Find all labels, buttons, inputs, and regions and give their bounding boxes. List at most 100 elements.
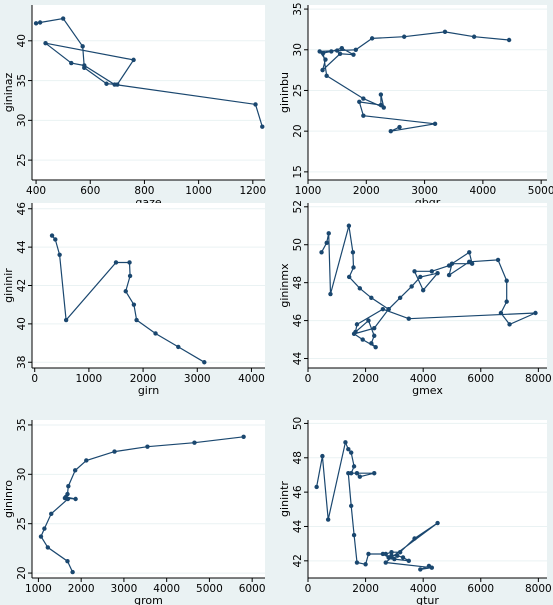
y-tick-label: 25: [292, 84, 304, 97]
y-tick-label: 20: [16, 566, 28, 579]
data-point: [388, 128, 393, 134]
data-point: [70, 569, 75, 575]
data-point: [337, 51, 343, 57]
data-point: [320, 67, 325, 73]
data-point: [389, 555, 394, 560]
x-tick-label: 0: [305, 583, 312, 595]
chart-panel: 1000 2000 3000 4000 50001520253035gbgrgininb…: [278, 2, 553, 209]
y-tick-label: 30: [16, 114, 28, 127]
data-point: [498, 310, 504, 316]
data-point: [153, 331, 158, 336]
data-point: [112, 449, 117, 454]
data-point: [412, 269, 417, 274]
x-tick-label: 2000: [130, 373, 157, 385]
data-point: [202, 360, 207, 365]
data-point: [317, 49, 322, 54]
data-point: [418, 567, 423, 572]
data-point: [506, 37, 512, 43]
data-point: [334, 48, 340, 53]
data-point: [65, 559, 70, 564]
y-axis-label: gininaz: [2, 73, 15, 113]
chart-panel: 1000 2000 3000 4000 5000 6000 20 25 30 35 grom gini…: [2, 418, 266, 605]
data-point: [73, 496, 78, 502]
x-tick-label: 400: [26, 185, 46, 197]
data-point: [80, 44, 85, 49]
y-tick-label: 25: [16, 517, 28, 530]
x-tick-label: 4000: [410, 583, 437, 595]
data-point: [320, 50, 326, 56]
data-point: [467, 259, 472, 264]
data-point: [260, 124, 265, 129]
y-tick-label: 44: [292, 352, 304, 366]
data-point: [354, 560, 360, 565]
data-point: [326, 231, 331, 236]
data-point: [435, 270, 440, 276]
data-point: [357, 286, 363, 291]
y-tick-label: 35: [16, 74, 28, 87]
data-point: [134, 317, 139, 323]
data-point: [329, 49, 334, 54]
data-point: [369, 36, 375, 41]
data-point: [53, 237, 58, 242]
data-point: [406, 558, 411, 564]
x-tick-label: 3000: [184, 373, 211, 385]
data-point: [429, 269, 435, 274]
x-tick-label: 4000: [238, 373, 265, 385]
y-axis-label: ginintr: [278, 481, 291, 517]
data-point: [351, 52, 356, 57]
data-point: [66, 483, 71, 489]
data-point: [397, 124, 402, 130]
data-point: [65, 496, 71, 502]
data-point: [346, 471, 351, 476]
data-point: [49, 511, 54, 517]
data-point: [346, 223, 352, 228]
data-point: [504, 278, 509, 283]
data-point: [366, 318, 371, 323]
x-axis-label: grom: [134, 594, 163, 605]
data-point: [324, 73, 329, 79]
x-tick-label: 3000: [411, 185, 438, 197]
y-tick-label: 50: [292, 417, 304, 430]
data-point: [383, 560, 388, 565]
x-tick-label: 6000: [467, 373, 494, 385]
data-point: [369, 341, 374, 346]
data-point: [57, 252, 62, 258]
data-point: [176, 344, 181, 350]
data-point: [131, 302, 137, 307]
data-point: [378, 92, 384, 97]
data-point: [127, 260, 132, 265]
data-point: [112, 82, 117, 87]
x-tick-label: 0: [305, 373, 312, 385]
data-point: [37, 20, 43, 25]
x-tick-label: 6000: [239, 583, 266, 595]
x-axis-label: gmex: [412, 384, 443, 397]
data-point: [386, 307, 391, 312]
y-axis-label: gininbu: [278, 72, 291, 113]
data-point: [339, 45, 345, 51]
data-point: [360, 337, 365, 342]
data-point: [192, 440, 197, 445]
data-point: [372, 325, 377, 331]
data-point: [397, 295, 403, 301]
data-point: [328, 291, 333, 297]
x-tick-label: 1000: [76, 373, 103, 385]
data-point: [69, 60, 74, 66]
data-point: [63, 317, 69, 323]
data-point: [442, 29, 448, 35]
x-tick-label: 1000: [25, 583, 52, 595]
data-point: [395, 553, 400, 558]
y-tick-label: 52: [292, 200, 304, 213]
data-point: [412, 536, 417, 541]
data-point: [314, 484, 319, 490]
x-tick-label: 2000: [352, 583, 379, 595]
x-tick-label: 2000: [353, 185, 380, 197]
data-point: [400, 555, 406, 560]
data-point: [84, 458, 89, 463]
data-point: [131, 57, 136, 63]
data-point: [373, 344, 378, 350]
y-tick-label: 15: [292, 165, 304, 178]
x-axis-label: gtur: [416, 594, 439, 605]
data-point: [378, 102, 384, 108]
data-point: [49, 233, 55, 238]
data-point: [325, 517, 331, 522]
